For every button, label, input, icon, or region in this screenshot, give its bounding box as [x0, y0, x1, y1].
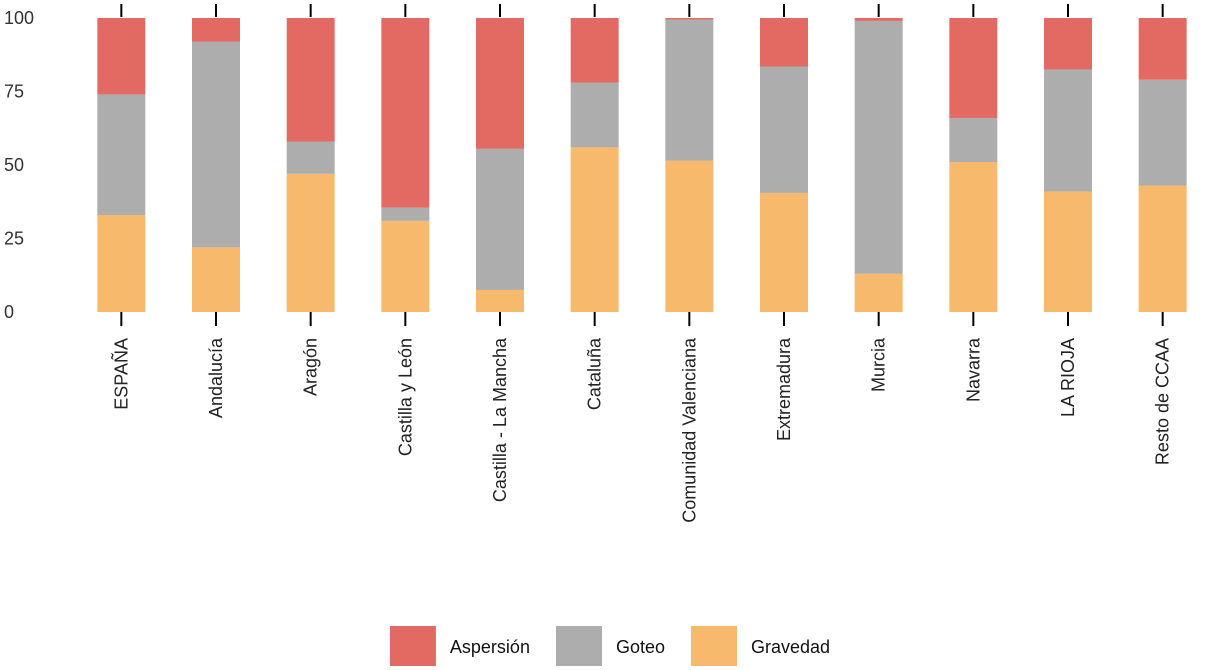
- bar-segment-gravedad: [570, 147, 619, 312]
- bar-segment-goteo: [570, 82, 619, 148]
- bar-segment-goteo: [476, 148, 524, 290]
- bar-segment-goteo: [1044, 69, 1092, 192]
- bar-segment-gravedad: [854, 273, 903, 312]
- y-tick-label: 50: [4, 155, 24, 175]
- bar-segment-aspersión: [97, 18, 146, 95]
- bar-segment-aspersión: [381, 18, 430, 208]
- bar-segment-aspersión: [854, 18, 903, 21]
- bar-segment-goteo: [949, 117, 998, 163]
- bar-segment-gravedad: [286, 173, 335, 312]
- bars-layer: [97, 18, 1187, 312]
- legend-label-aspersión: Aspersión: [450, 637, 530, 657]
- legend-label-gravedad: Gravedad: [751, 637, 830, 657]
- x-tick-label: Extremadura: [774, 337, 794, 441]
- bar-segment-aspersión: [570, 18, 619, 83]
- x-tick-label: Comunidad Valenciana: [679, 337, 699, 523]
- y-axis-labels: 0 25 50 75 100: [4, 8, 34, 322]
- legend: Aspersión Goteo Gravedad: [389, 626, 830, 666]
- legend-swatch-gravedad: [691, 626, 738, 666]
- x-tick-label: Castilla y León: [395, 338, 415, 456]
- bar-segment-gravedad: [476, 289, 524, 312]
- bar-segment-aspersión: [1044, 18, 1092, 70]
- x-tick-label: Cataluña: [585, 337, 605, 410]
- bar-segment-goteo: [1138, 79, 1187, 186]
- x-tick-label: Navarra: [963, 337, 983, 402]
- x-axis-labels: ESPAÑA Andalucía Aragón Castilla y León Cast…: [110, 337, 1172, 523]
- bar-segment-goteo: [286, 141, 335, 174]
- bar-segment-aspersión: [1138, 18, 1187, 80]
- bar-segment-goteo: [97, 94, 146, 215]
- x-tick-label: Castilla - La Mancha: [490, 337, 510, 502]
- bar-segment-gravedad: [665, 160, 714, 312]
- bar-segment-aspersión: [949, 18, 998, 118]
- bar-segment-gravedad: [381, 220, 430, 312]
- bar-segment-aspersión: [192, 18, 240, 42]
- x-tick-label: ESPAÑA: [110, 338, 131, 410]
- bar-segment-gravedad: [760, 192, 808, 312]
- bar-segment-aspersión: [476, 18, 524, 149]
- bar-segment-aspersión: [760, 18, 808, 67]
- x-tick-label: Murcia: [869, 337, 889, 392]
- bar-segment-aspersión: [286, 18, 335, 142]
- x-tick-label: Andalucía: [206, 337, 226, 418]
- bar-segment-gravedad: [192, 247, 240, 312]
- y-tick-label: 100: [4, 8, 34, 28]
- bar-segment-goteo: [192, 41, 240, 248]
- x-tick-label: LA RIOJA: [1058, 338, 1078, 417]
- bar-segment-goteo: [381, 207, 430, 221]
- bar-segment-aspersión: [665, 18, 714, 20]
- bar-segment-gravedad: [97, 214, 146, 312]
- y-tick-label: 25: [4, 229, 24, 249]
- bar-segment-goteo: [854, 20, 903, 274]
- legend-label-goteo: Goteo: [616, 637, 665, 657]
- bar-segment-gravedad: [949, 162, 998, 312]
- x-tick-label: Aragón: [301, 338, 321, 396]
- legend-swatch-goteo: [555, 626, 602, 666]
- y-tick-label: 0: [4, 302, 14, 322]
- bar-segment-gravedad: [1044, 191, 1092, 312]
- y-tick-label: 75: [4, 82, 24, 102]
- ticks-layer: [120, 4, 1164, 326]
- x-tick-label: Resto de CCAA: [1153, 338, 1173, 465]
- bar-segment-goteo: [760, 66, 808, 193]
- bar-segment-goteo: [665, 19, 714, 161]
- legend-swatch-aspersión: [389, 626, 436, 666]
- bar-segment-gravedad: [1138, 185, 1187, 312]
